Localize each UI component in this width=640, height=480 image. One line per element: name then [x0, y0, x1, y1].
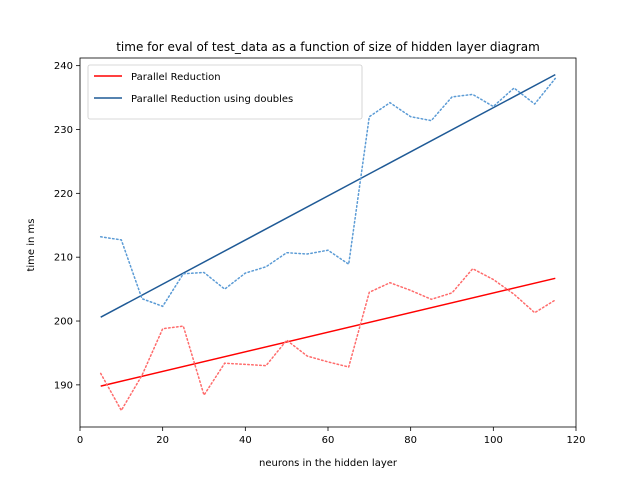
- measured-series-3: [99, 77, 557, 308]
- trend-series-0: [100, 277, 556, 387]
- y-axis-label: time in ms: [26, 218, 37, 271]
- legend-entry: Parallel Reduction: [131, 72, 221, 83]
- x-tick-label: 60: [322, 435, 335, 446]
- y-axis: 190 200 210 220 230 240: [54, 61, 80, 391]
- y-tick-label: 190: [54, 380, 73, 391]
- x-tick-label: 120: [566, 435, 585, 446]
- legend: Parallel Reduction Parallel Reduction usi…: [87, 64, 363, 120]
- y-tick-label: 210: [54, 253, 73, 264]
- x-tick-label: 20: [156, 435, 169, 446]
- x-tick-label: 0: [77, 435, 83, 446]
- legend-box: [87, 64, 363, 120]
- x-axis: 0 20 40 60 80 100 120: [77, 427, 586, 446]
- chart-title: time for eval of test_data as a function…: [116, 40, 540, 54]
- y-tick-label: 220: [54, 189, 73, 200]
- legend-entry: Parallel Reduction using doubles: [131, 94, 293, 105]
- trend-series-1: [100, 73, 556, 318]
- y-tick-label: 230: [54, 125, 73, 136]
- x-tick-label: 100: [484, 435, 503, 446]
- y-tick-label: 240: [54, 61, 73, 72]
- x-tick-label: 40: [239, 435, 252, 446]
- x-axis-label: neurons in the hidden layer: [259, 458, 398, 469]
- x-tick-label: 80: [404, 435, 417, 446]
- y-tick-label: 200: [54, 317, 73, 328]
- measured-series-2: [99, 267, 557, 412]
